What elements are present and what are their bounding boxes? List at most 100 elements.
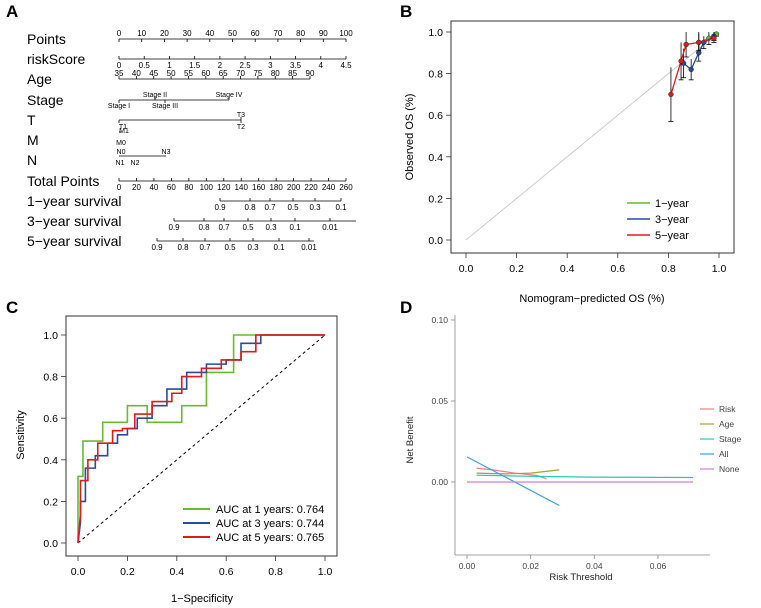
roc-x-tick-label: 0.6 xyxy=(219,566,234,578)
dca-x-tick-label: 0.02 xyxy=(522,561,539,571)
nomogram-tick-label: 40 xyxy=(149,183,158,192)
roc-x-tick-label: 0.2 xyxy=(120,566,135,578)
nomogram-tick-label: 1.5 xyxy=(189,61,201,70)
calibration-legend: 1−year 3−year 5−year xyxy=(627,198,689,242)
calibration-y-tick-label: 0.8 xyxy=(428,69,443,81)
nomogram-tick-label: T2 xyxy=(237,124,245,131)
calibration-point xyxy=(711,35,717,41)
calibration-legend-1year: 1−year xyxy=(655,198,689,210)
calibration-x-tick-label: 1.0 xyxy=(712,263,727,275)
nomogram-row-label: N xyxy=(27,152,37,168)
nomogram-tick-label: 4.5 xyxy=(340,61,352,70)
nomogram-tick-label: 0.3 xyxy=(309,203,321,212)
roc-x-tick-label: 0.8 xyxy=(268,566,283,578)
nomogram-tick-label: 100 xyxy=(200,183,214,192)
nomogram-tick-label: 55 xyxy=(184,69,193,78)
nomogram-tick-label: 50 xyxy=(228,29,237,38)
calibration-y-tick-label: 1.0 xyxy=(428,27,443,39)
nomogram-tick-label: 0 xyxy=(117,183,122,192)
nomogram-tick-label: 0.5 xyxy=(139,61,151,70)
calibration-x-tick-label: 0.6 xyxy=(610,263,625,275)
nomogram-tick-label: 0.1 xyxy=(335,203,347,212)
nomogram-tick-label: 0.3 xyxy=(247,243,259,252)
nomogram-tick-label: 0.01 xyxy=(322,223,338,232)
calibration-x-tick-label: 0.2 xyxy=(509,263,524,275)
nomogram-tick-label: 90 xyxy=(319,29,328,38)
nomogram-row-label: M xyxy=(27,132,39,148)
nomogram-tick-label: Stage I xyxy=(108,103,130,110)
dca-y-label: Net Benefit xyxy=(405,416,416,463)
dca-curve xyxy=(466,456,560,507)
nomogram-tick-label: 0.7 xyxy=(264,203,276,212)
roc-plot-frame xyxy=(65,315,338,557)
calibration-point xyxy=(678,58,684,64)
nomogram-tick-label: 180 xyxy=(269,183,283,192)
roc-legend: AUC at 1 years: 0.764 AUC at 3 years: 0.… xyxy=(183,504,324,544)
nomogram-tick-label: 35 xyxy=(115,69,124,78)
calibration-x-tick-label: 0.8 xyxy=(661,263,676,275)
nomogram-tick-label: 75 xyxy=(253,69,262,78)
calibration-reference-line xyxy=(465,31,720,241)
nomogram-row-label: Points xyxy=(27,31,66,47)
nomogram-tick-label: 80 xyxy=(296,29,305,38)
nomogram-tick-label: N3 xyxy=(162,149,171,156)
roc-y-tick-label: 0.2 xyxy=(43,496,58,508)
calibration-x-label: Nomogram−predicted OS (%) xyxy=(519,293,664,305)
dca-legend-label: All xyxy=(719,449,729,459)
nomogram-row-label: riskScore xyxy=(27,51,86,67)
nomogram-tick-label: N1 xyxy=(116,160,125,167)
roc-x-tick-label: 0.4 xyxy=(169,566,184,578)
nomogram-tick-label: 160 xyxy=(252,183,266,192)
dca-legend-label: Risk xyxy=(719,404,736,414)
nomogram-tick-label: T3 xyxy=(237,112,245,119)
nomogram-tick-label: 0.01 xyxy=(301,243,317,252)
nomogram-row-label: 1−year survival xyxy=(27,193,122,209)
roc-legend-3year: AUC at 3 years: 0.744 xyxy=(216,518,324,530)
nomogram-tick-label: 60 xyxy=(167,183,176,192)
dca-y-tick-label: 0.05 xyxy=(431,396,448,406)
nomogram-tick-label: 20 xyxy=(132,183,141,192)
nomogram-tick-label: 140 xyxy=(235,183,249,192)
dca-legend-label: None xyxy=(719,464,740,474)
calibration-y-tick-label: 0.0 xyxy=(428,235,443,247)
nomogram-tick-label: T1 xyxy=(119,124,127,131)
roc-x-label: 1−Specificity xyxy=(171,593,234,605)
nomogram-tick-label: N0 xyxy=(117,149,126,156)
nomogram-tick-label: 40 xyxy=(205,29,214,38)
nomogram-tick-label: 50 xyxy=(167,69,176,78)
roc-x-tick-label: 1.0 xyxy=(318,566,333,578)
nomogram-tick-label: 0.5 xyxy=(224,243,236,252)
nomogram-tick-label: 4 xyxy=(319,61,324,70)
nomogram-tick-label: 90 xyxy=(306,69,315,78)
nomogram-tick-label: N2 xyxy=(131,160,140,167)
nomogram-tick-label: 70 xyxy=(273,29,282,38)
nomogram-tick-label: 0.1 xyxy=(273,243,285,252)
calibration-y-tick-label: 0.6 xyxy=(428,110,443,122)
panel-letter-c: C xyxy=(6,298,18,317)
nomogram-tick-label: 0.9 xyxy=(214,203,226,212)
nomogram-tick-label: 0.7 xyxy=(199,243,211,252)
nomogram-row-label: 5−year survival xyxy=(27,233,122,249)
dca-curve xyxy=(476,469,560,475)
nomogram-tick-label: 120 xyxy=(217,183,231,192)
nomogram-tick-label: 0.8 xyxy=(177,243,189,252)
dca-legend-label: Stage xyxy=(719,434,741,444)
dca-x-tick-label: 0.04 xyxy=(586,561,603,571)
nomogram-tick-label: 0.9 xyxy=(151,243,163,252)
nomogram-tick-label: 10 xyxy=(137,29,146,38)
calibration-y-tick-label: 0.2 xyxy=(428,193,443,205)
calibration-panel: Nomogram−predicted OS (%) Observed OS (%… xyxy=(404,20,735,305)
nomogram-tick-label: 0.1 xyxy=(289,223,301,232)
nomogram-tick-label: 45 xyxy=(149,69,158,78)
calibration-point xyxy=(688,66,694,73)
nomogram-tick-label: 0.5 xyxy=(287,203,299,212)
dca-x-label: Risk Threshold xyxy=(549,572,612,583)
roc-x-tick-label: 0.0 xyxy=(71,566,86,578)
dca-x-tick-label: 0.00 xyxy=(459,561,476,571)
nomogram-row-label: Total Points xyxy=(27,173,99,189)
dca-curve xyxy=(476,474,694,479)
nomogram-tick-label: 60 xyxy=(201,69,210,78)
nomogram-tick-label: 85 xyxy=(288,69,297,78)
roc-y-label: Sensitivity xyxy=(15,410,27,460)
nomogram-tick-label: 200 xyxy=(287,183,301,192)
